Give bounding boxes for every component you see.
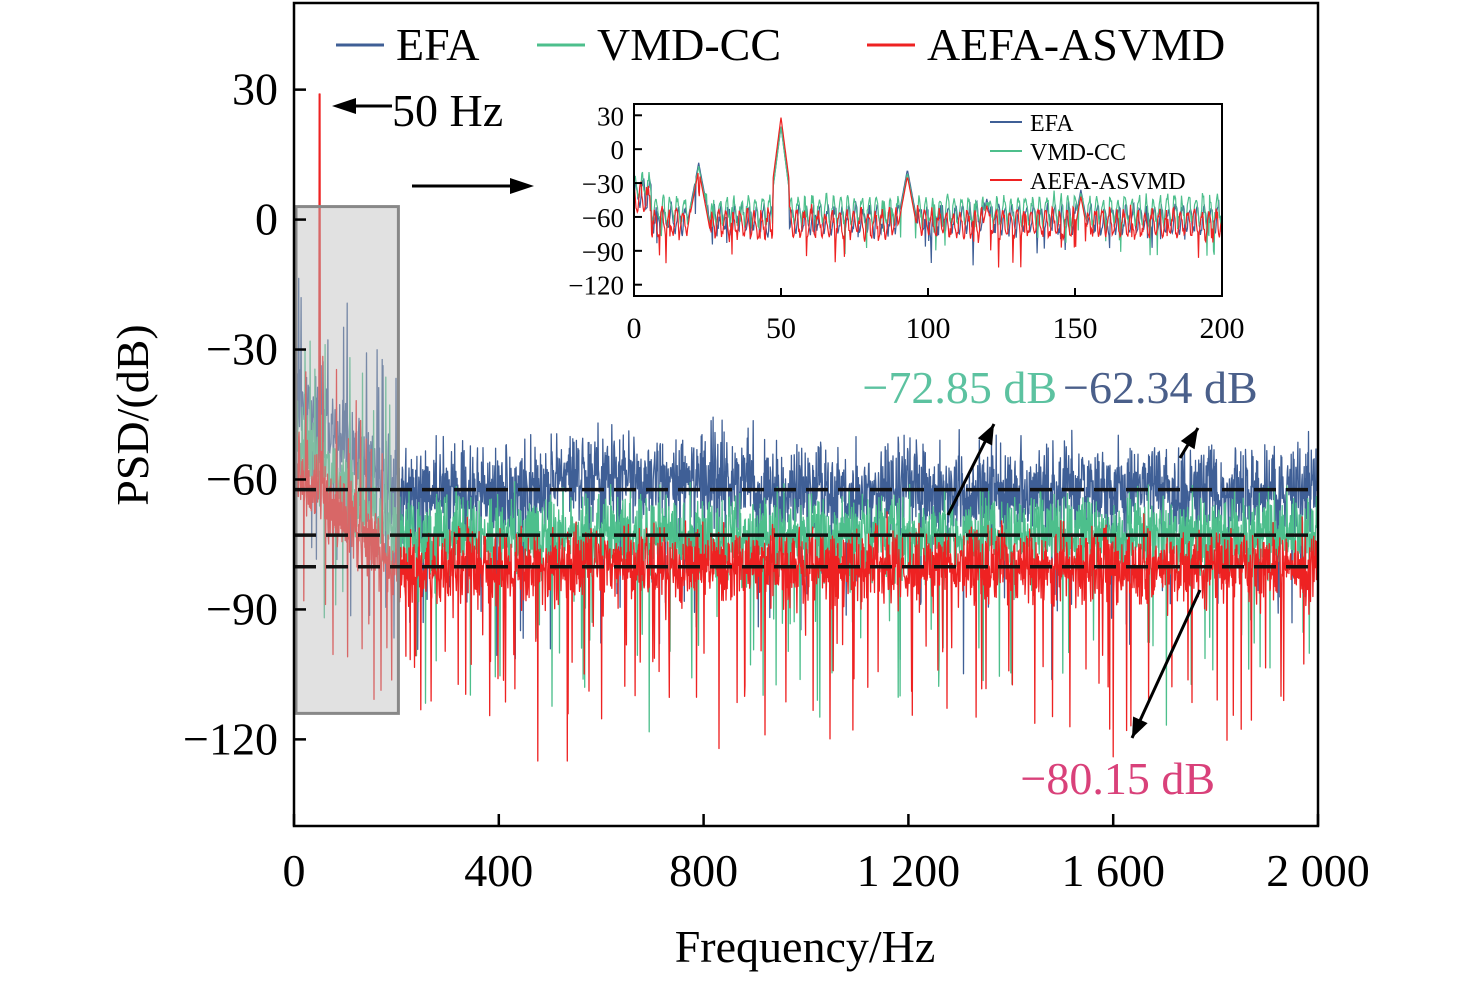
- inset-series-line-aefa-asvmd: [634, 117, 1222, 268]
- peak-annotation-label: 50 Hz: [392, 85, 503, 136]
- inset-x-tick-label: 200: [1200, 312, 1245, 345]
- mean-value-label-2: −80.15 dB: [1020, 753, 1215, 804]
- y-tick-label: 30: [232, 64, 278, 115]
- x-tick-label: 0: [283, 845, 306, 896]
- inset-x-tick-label: 50: [766, 312, 796, 345]
- inset-x-tick-label: 0: [627, 312, 642, 345]
- inset-legend-label-2: AEFA-ASVMD: [1030, 169, 1186, 195]
- inset-series-line-vmd-cc: [634, 126, 1222, 256]
- y-tick-label: 0: [255, 194, 278, 245]
- inset-y-tick-label: −90: [582, 237, 624, 267]
- legend-label-0: EFA: [396, 19, 480, 70]
- inset-pointer-head: [510, 178, 534, 194]
- x-axis-label: Frequency/Hz: [675, 921, 936, 972]
- x-tick-label: 1 600: [1061, 845, 1165, 896]
- inset-y-tick-label: 0: [611, 135, 625, 165]
- y-tick-label: −90: [206, 583, 278, 634]
- legend-label-2: AEFA-ASVMD: [927, 19, 1225, 70]
- inset-legend-label-0: EFA: [1030, 111, 1074, 137]
- y-axis-label: PSD/(dB): [107, 324, 158, 505]
- inset-series-group: [634, 117, 1222, 268]
- mean-value-label-0: −72.85 dB: [862, 362, 1057, 413]
- x-tick-label: 2 000: [1266, 845, 1370, 896]
- zoom-region-box: [294, 205, 400, 715]
- inset-x-tick-label: 100: [906, 312, 951, 345]
- inset-legend-label-1: VMD-CC: [1030, 140, 1126, 166]
- inset-y-tick-label: −120: [568, 271, 624, 301]
- inset-y-tick-label: −30: [582, 169, 624, 199]
- callout-arrow-2: [1130, 589, 1202, 739]
- inset-x-tick-label: 150: [1053, 312, 1098, 345]
- callout-arrow-head-2: [1132, 716, 1148, 738]
- main-legend[interactable]: EFA VMD-CC AEFA-ASVMD: [336, 19, 1225, 70]
- peak-arrow-head: [332, 98, 356, 114]
- main-axes: 0 400 800 1 200 1 600 2 000 30 0 −30 −60 −90 −120: [183, 1, 1370, 896]
- y-tick-label: −120: [183, 713, 278, 764]
- inset-y-tick-label: 30: [597, 101, 624, 131]
- x-tick-label: 800: [669, 845, 738, 896]
- annotations-group: 50 Hz −72.85 dB −62.34 dB −80.15 dB: [332, 85, 1258, 804]
- y-tick-label: −60: [206, 453, 278, 504]
- x-tick-label: 400: [464, 845, 533, 896]
- mean-lines-group: [294, 487, 1318, 569]
- callout-arrow-head-0: [977, 424, 994, 446]
- mean-value-label-1: −62.34 dB: [1063, 362, 1258, 413]
- legend-label-1: VMD-CC: [597, 19, 781, 70]
- y-tick-label: −30: [206, 324, 278, 375]
- inset-y-tick-label: −60: [582, 203, 624, 233]
- inset-chart: 0 50 100 150 200 30 0 −30 −60 −90 −120 EFA VMD-CC AEF…: [540, 80, 1245, 345]
- x-tick-label: 1 200: [857, 845, 961, 896]
- plot-frame: [292, 1, 1320, 828]
- callout-arrow-head-1: [1180, 428, 1198, 450]
